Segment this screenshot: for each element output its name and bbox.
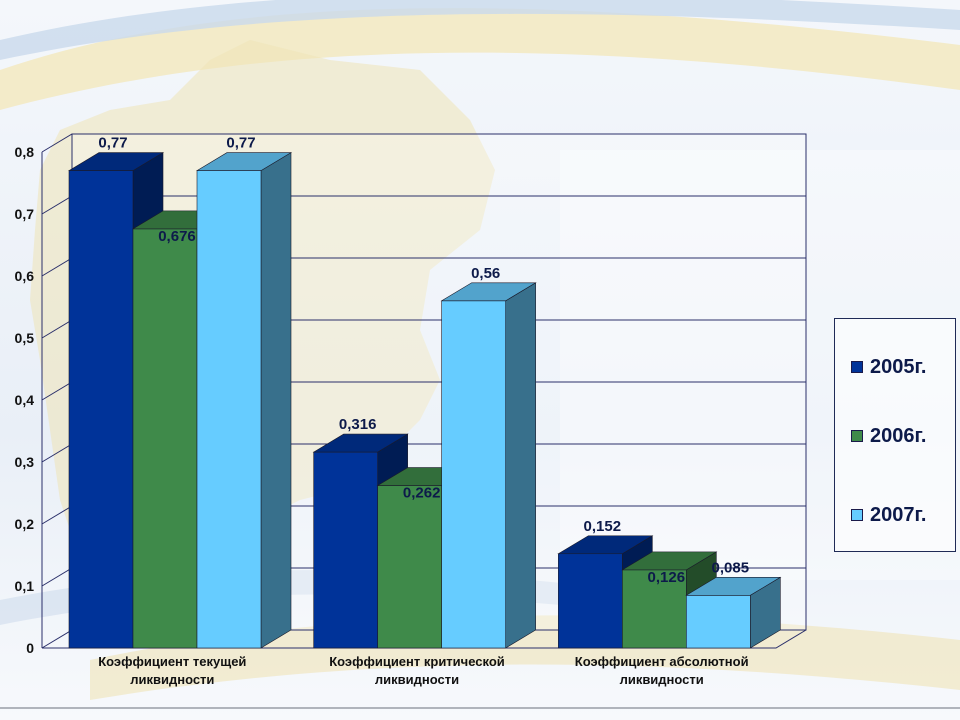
legend-item-2006: 2006г. xyxy=(851,424,926,448)
bar-top xyxy=(440,282,537,302)
data-label: 0,262 xyxy=(403,485,441,502)
y-tick-label: 0,2 xyxy=(15,516,35,532)
bar-top xyxy=(557,535,654,555)
bar-top xyxy=(312,433,409,453)
bar-top xyxy=(621,551,718,571)
data-label: 0,77 xyxy=(98,135,127,152)
data-label: 0,085 xyxy=(712,559,750,576)
y-tick-label: 0,5 xyxy=(15,330,35,346)
y-tick-label: 0 xyxy=(26,640,34,656)
x-tick-label: Коэффициент критической ликвидности xyxy=(329,654,505,687)
footer-divider xyxy=(0,707,960,709)
bar xyxy=(686,594,751,649)
x-tick-label: Коэффициент абсолютной ликвидности xyxy=(575,654,749,687)
bar xyxy=(441,300,506,649)
y-tick-label: 0,3 xyxy=(15,454,35,470)
legend-label-2006: 2006г. xyxy=(870,424,927,447)
legend-item-2007: 2007г. xyxy=(851,503,926,527)
bar xyxy=(558,553,623,649)
bar xyxy=(622,569,687,649)
x-tick-label: Коэффициент текущей ликвидности xyxy=(98,654,246,687)
legend-swatch-2007 xyxy=(851,509,863,521)
legend-swatch-2006 xyxy=(851,430,863,442)
y-tick-label: 0,7 xyxy=(15,206,35,222)
legend-swatch-2005 xyxy=(851,361,863,373)
data-label: 0,126 xyxy=(648,569,686,586)
y-tick-label: 0,6 xyxy=(15,268,35,284)
legend-label-2007: 2007г. xyxy=(870,503,927,526)
bar-top xyxy=(67,152,165,171)
y-tick-label: 0,1 xyxy=(15,578,35,594)
y-tick-label: 0,4 xyxy=(15,392,35,408)
data-label: 0,77 xyxy=(226,135,255,152)
bar xyxy=(68,170,134,649)
x-axis-line xyxy=(42,629,807,649)
chart-legend: 2005г. 2006г. 2007г. xyxy=(834,318,956,552)
legend-label-2005: 2005г. xyxy=(870,355,927,378)
legend-item-2005: 2005г. xyxy=(851,355,926,379)
bar-top xyxy=(685,576,782,596)
gridline xyxy=(41,133,806,153)
bar xyxy=(377,485,442,649)
bar xyxy=(132,228,198,649)
data-label: 0,676 xyxy=(158,228,196,245)
data-label: 0,316 xyxy=(339,416,377,433)
y-tick-label: 0,8 xyxy=(15,144,35,160)
bar xyxy=(313,451,378,649)
bar xyxy=(196,170,262,649)
bar-side xyxy=(260,152,292,649)
bar-side xyxy=(505,282,536,649)
data-label: 0,56 xyxy=(471,265,500,282)
bar-top xyxy=(195,152,293,171)
data-label: 0,152 xyxy=(584,518,622,535)
